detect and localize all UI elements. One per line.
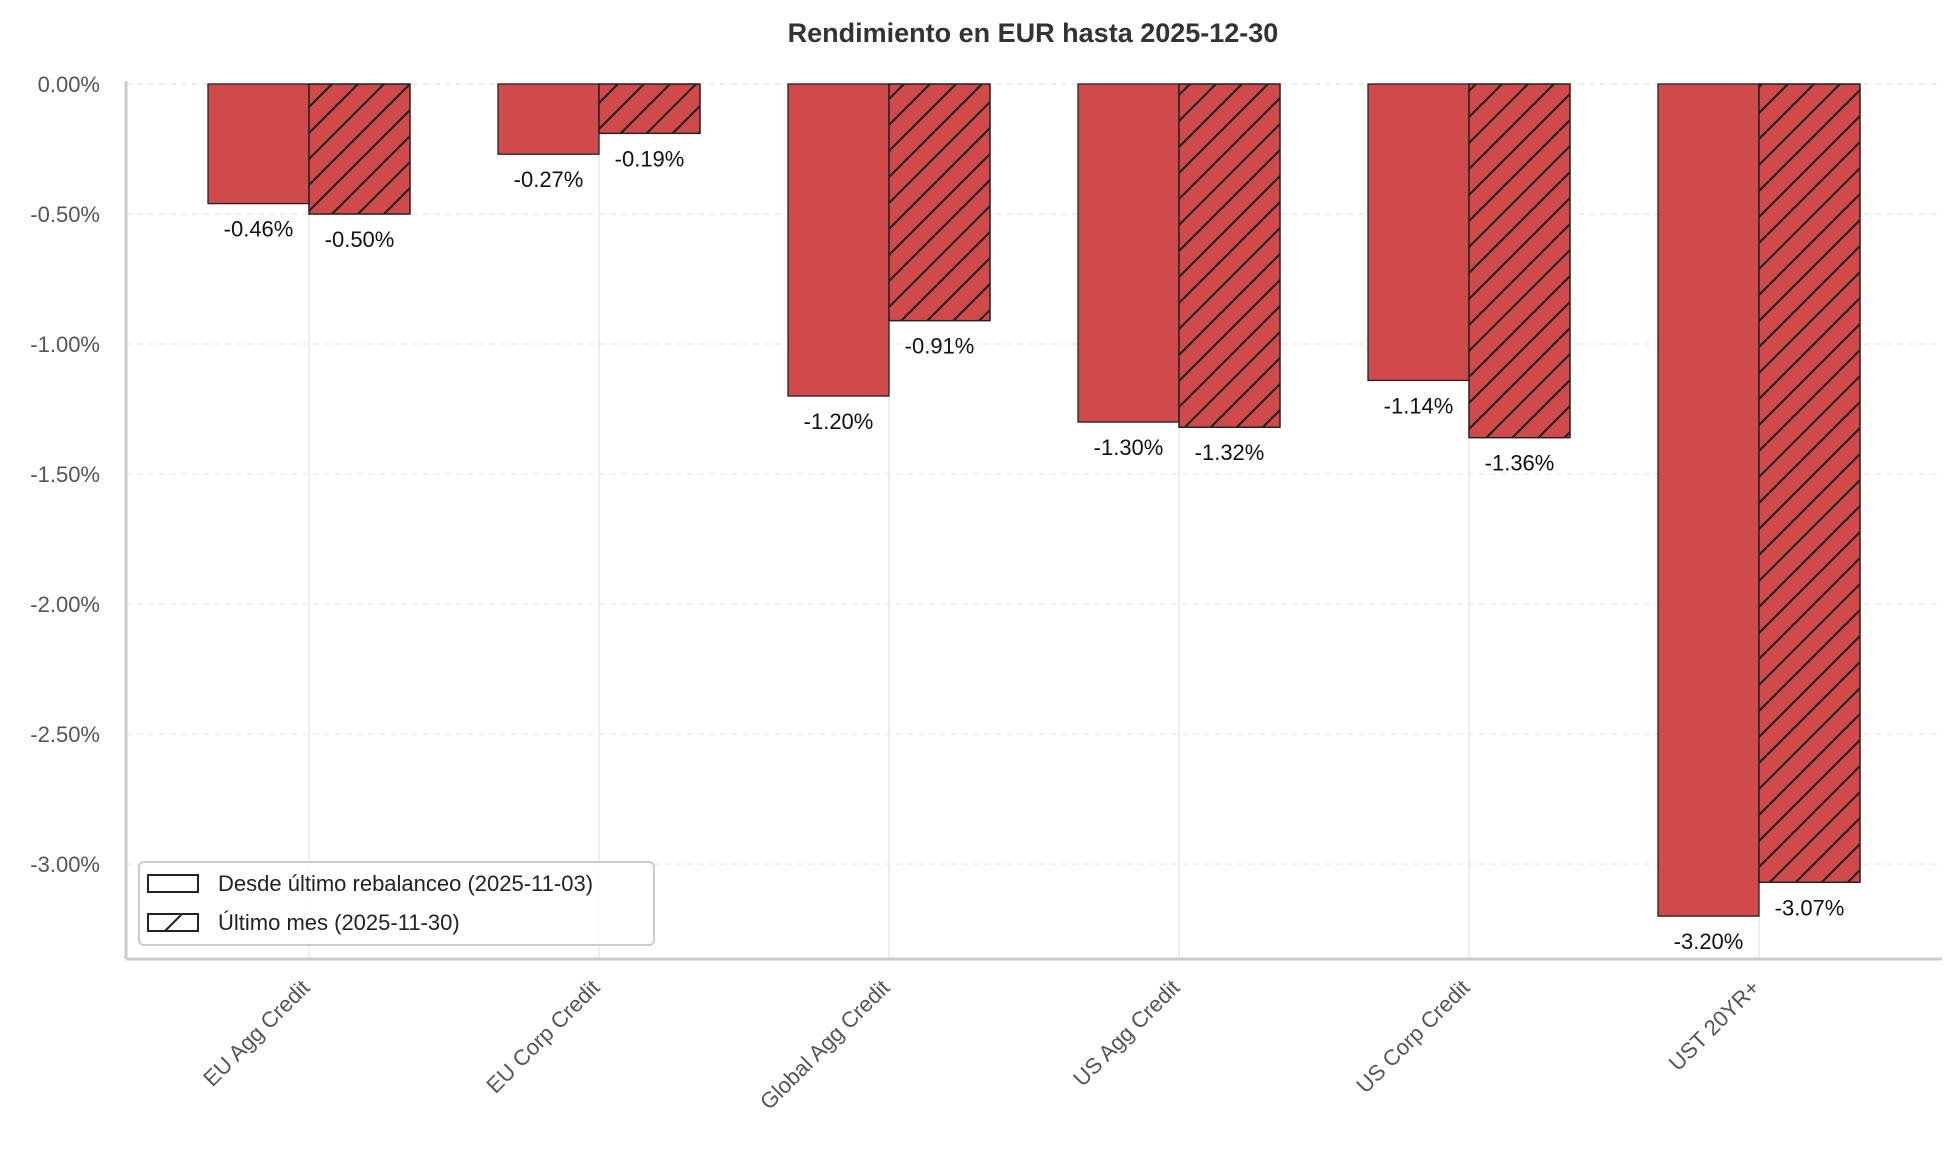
data-label: -1.30%: [1094, 435, 1164, 460]
data-label: -0.46%: [224, 217, 294, 242]
bar-hatch: [1758, 83, 1861, 883]
bar: [1077, 83, 1180, 423]
legend-box: [138, 861, 655, 946]
data-label: -1.14%: [1384, 393, 1454, 418]
bar-hatch: [598, 83, 701, 135]
legend-swatch: [147, 874, 199, 893]
bar-hatch: [1178, 83, 1281, 428]
x-tick-label: Global Agg Credit: [755, 975, 895, 1115]
data-label: -0.27%: [514, 167, 584, 192]
bar: [1657, 83, 1760, 917]
bar: [497, 83, 600, 155]
bar-hatch: [888, 83, 991, 322]
x-tick-label: EU Agg Credit: [198, 975, 314, 1091]
y-tick-label: -1.00%: [30, 332, 100, 357]
y-tick-label: -3.00%: [30, 852, 100, 877]
legend-label: Desde último rebalanceo (2025-11-03): [218, 871, 593, 896]
data-label: -3.07%: [1775, 895, 1845, 920]
data-label: -0.19%: [615, 146, 685, 171]
bar-hatch: [1468, 83, 1571, 439]
y-tick-label: -2.50%: [30, 722, 100, 747]
bar: [787, 83, 890, 397]
legend: Desde último rebalanceo (2025-11-03) Últi…: [138, 861, 655, 946]
x-tick-label: US Agg Credit: [1068, 975, 1184, 1091]
y-tick-label: -0.50%: [30, 202, 100, 227]
bar: [1367, 83, 1470, 382]
bar-hatch: [308, 83, 411, 215]
y-tick-label: -2.00%: [30, 592, 100, 617]
data-label: -0.50%: [325, 227, 395, 252]
data-label: -0.91%: [905, 334, 975, 359]
legend-label: Último mes (2025-11-30): [218, 910, 460, 935]
data-label: -1.20%: [804, 409, 874, 434]
data-label: -1.36%: [1485, 451, 1555, 476]
y-tick-label: -1.50%: [30, 462, 100, 487]
x-tick-label: UST 20YR+: [1664, 975, 1765, 1076]
bar: [207, 83, 310, 205]
y-tick-label: 0.00%: [38, 72, 100, 97]
legend-hatch-mark: [164, 913, 183, 932]
data-label: -1.32%: [1195, 440, 1265, 465]
x-tick-label: US Corp Credit: [1351, 975, 1474, 1098]
chart-title: Rendimiento en EUR hasta 2025-12-30: [788, 18, 1279, 48]
data-label: -3.20%: [1674, 929, 1744, 954]
x-tick-label: EU Corp Credit: [481, 975, 604, 1098]
